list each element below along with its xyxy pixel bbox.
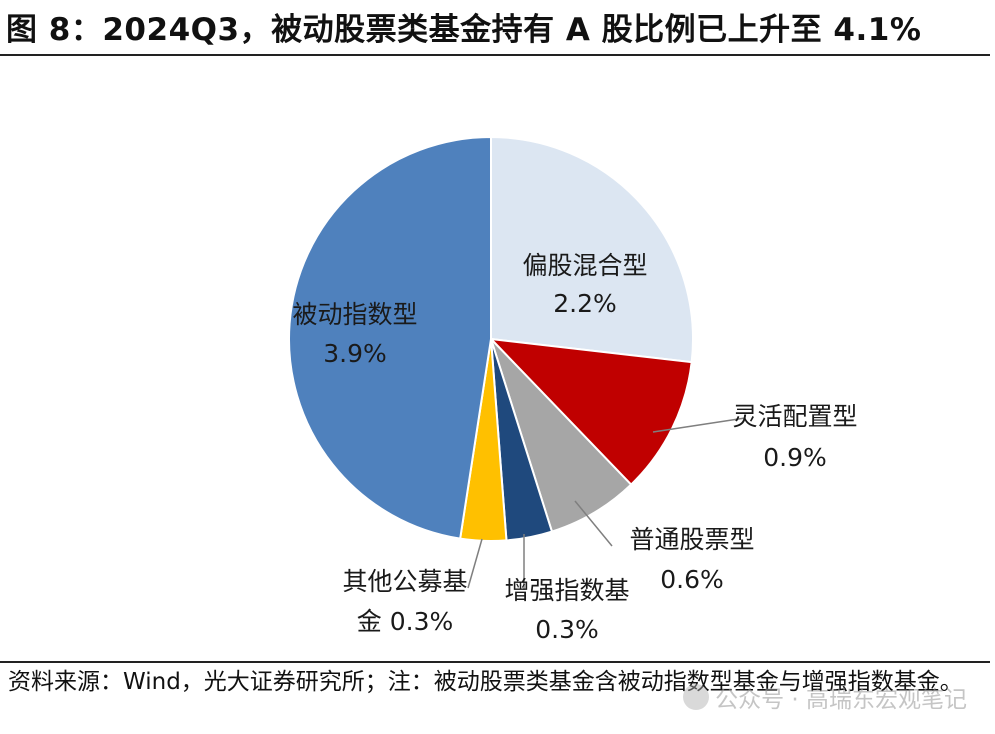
pie-slice-1 (490, 135, 694, 364)
source-note: 资料来源：Wind，光大证券研究所；注：被动股票类基金含被动指数型基金与增强指数… (8, 669, 963, 695)
slice-name-label: 被动指数型 (292, 300, 417, 329)
leader-line-5 (467, 538, 483, 589)
slice-value-label: 0.9% (763, 443, 827, 472)
slice-value-label: 3.9% (323, 339, 387, 368)
slice-value-label: 2.2% (553, 289, 617, 318)
slice-name-label: 增强指数基 (504, 576, 629, 605)
watermark-text: 公众号 · 高瑞东宏观笔记 (715, 687, 967, 713)
leader-line-3 (574, 500, 613, 547)
figure-title: 图 8：2024Q3，被动股票类基金持有 A 股比例已上升至 4.1% (6, 12, 922, 48)
slice-name-label: 灵活配置型 (732, 402, 857, 431)
source-rule (0, 661, 990, 663)
pie-slice-6 (288, 135, 492, 540)
title-rule (0, 54, 990, 56)
watermark: 公众号 · 高瑞东宏观笔记 (683, 680, 967, 714)
slice-name-label: 偏股混合型 (522, 251, 647, 280)
slice-value-label: 0.3% (535, 615, 599, 644)
slice-name-label: 普通股票型 (629, 525, 754, 554)
pie-chart: 偏股混合型 2.2% 灵活配置型 0.9% 普通股票型 0.6% 增强指数基 0.3% 其他公募… (288, 135, 858, 644)
leader-line-2 (652, 417, 746, 433)
slice-value-label: 0.6% (660, 565, 724, 594)
slice-name-label: 其他公募基 (342, 567, 467, 596)
pie-slices (288, 135, 694, 542)
slice-labels: 偏股混合型 2.2% 灵活配置型 0.9% 普通股票型 0.6% 增强指数基 0.3% 其他公募… (292, 251, 857, 644)
slice-value-label: 金 0.3% (357, 607, 453, 636)
leader-lines (467, 417, 746, 590)
wechat-icon (683, 684, 710, 710)
